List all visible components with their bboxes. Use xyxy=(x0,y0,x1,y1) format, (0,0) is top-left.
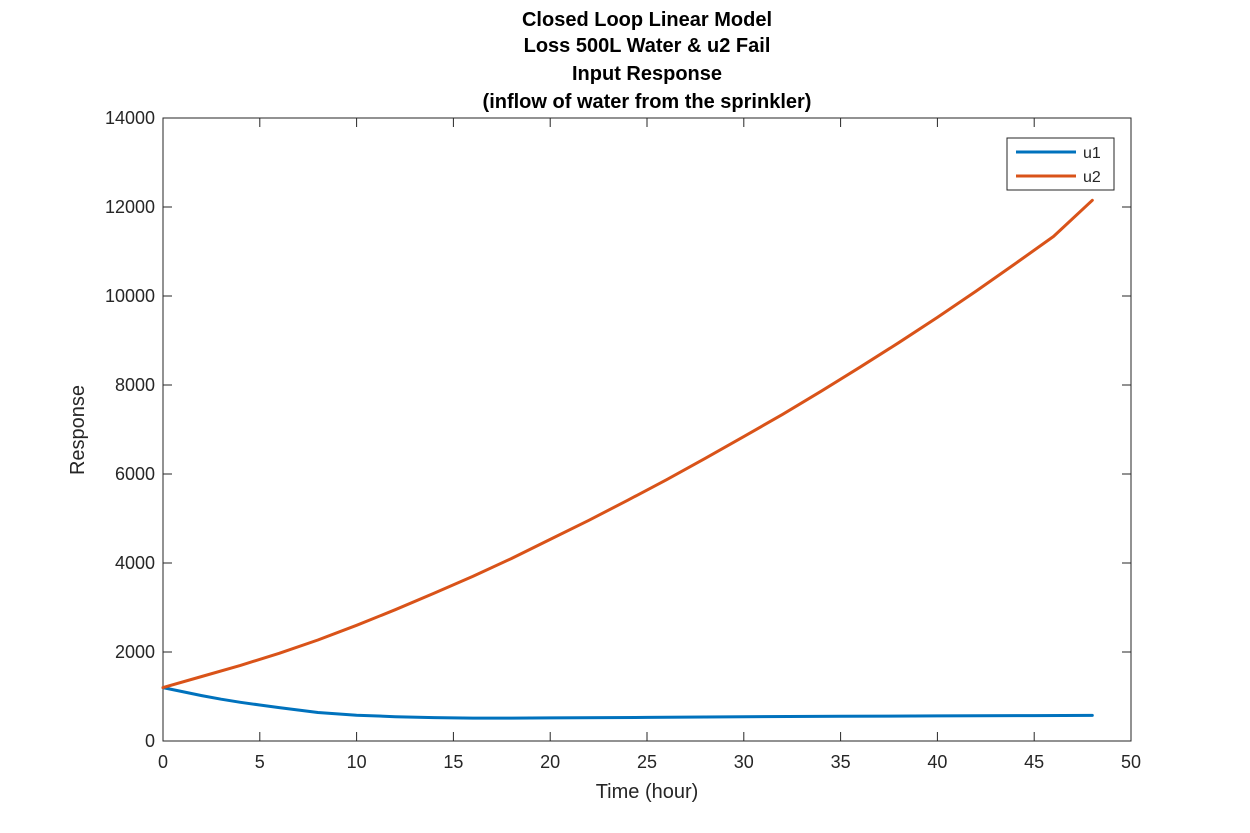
x-tick-label: 45 xyxy=(1024,752,1044,772)
y-tick-label: 8000 xyxy=(115,375,155,395)
x-tick-label: 30 xyxy=(734,752,754,772)
title-line-1: Closed Loop Linear Model xyxy=(522,9,772,31)
y-tick-label: 0 xyxy=(145,731,155,751)
x-tick-label: 40 xyxy=(927,752,947,772)
plot-area xyxy=(162,117,1132,742)
y-tick-label: 4000 xyxy=(115,553,155,573)
x-axis-ticks: 0 5 10 15 20 25 30 35 40 45 50 xyxy=(158,118,1141,772)
legend[interactable]: u1 u2 xyxy=(1006,137,1115,191)
y-axis-label: Response xyxy=(67,385,89,475)
x-tick-label: 0 xyxy=(158,752,168,772)
title-line-4: (inflow of water from the sprinkler) xyxy=(483,91,812,113)
series-line-u1 xyxy=(161,686,1094,720)
x-tick-label: 35 xyxy=(831,752,851,772)
title-line-3: Input Response xyxy=(572,63,722,85)
legend-box xyxy=(1006,137,1115,191)
y-axis-ticks: 0 2000 4000 6000 8000 10000 12000 14000 xyxy=(105,108,1131,751)
x-tick-label: 25 xyxy=(637,752,657,772)
y-tick-label: 10000 xyxy=(105,286,155,306)
x-tick-label: 20 xyxy=(540,752,560,772)
legend-label-u1: u1 xyxy=(1083,145,1101,162)
series-lines xyxy=(161,198,1094,720)
x-axis-label: Time (hour) xyxy=(596,781,699,803)
x-tick-label: 10 xyxy=(347,752,367,772)
series-line-u2 xyxy=(161,198,1094,690)
y-tick-label: 12000 xyxy=(105,197,155,217)
y-tick-label: 6000 xyxy=(115,464,155,484)
y-tick-label: 2000 xyxy=(115,642,155,662)
x-tick-label: 50 xyxy=(1121,752,1141,772)
x-tick-label: 15 xyxy=(443,752,463,772)
title-line-2: Loss 500L Water & u2 Fail xyxy=(524,35,771,57)
chart-title: Closed Loop Linear Model Loss 500L Water… xyxy=(483,9,812,113)
legend-label-u2: u2 xyxy=(1083,169,1101,186)
x-tick-label: 5 xyxy=(255,752,265,772)
y-tick-label: 14000 xyxy=(105,108,155,128)
